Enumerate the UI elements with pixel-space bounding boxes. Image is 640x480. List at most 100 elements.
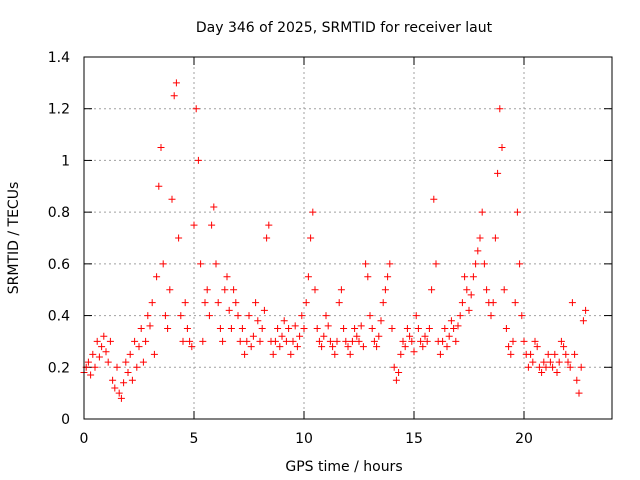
y-tick-label: 0 xyxy=(61,412,70,428)
data-point xyxy=(311,286,319,294)
data-point xyxy=(507,350,515,358)
data-point xyxy=(309,208,317,216)
data-point xyxy=(296,332,304,340)
data-point xyxy=(280,317,288,325)
data-point xyxy=(106,337,114,345)
data-point xyxy=(355,337,363,345)
data-point xyxy=(467,291,475,299)
data-point xyxy=(91,363,99,371)
data-point xyxy=(197,260,205,268)
data-point xyxy=(324,322,332,330)
plot-frame xyxy=(83,56,613,420)
data-point xyxy=(364,273,372,281)
data-point xyxy=(232,299,240,307)
data-point xyxy=(392,376,400,384)
data-point xyxy=(230,286,238,294)
data-point xyxy=(384,273,392,281)
data-point xyxy=(335,299,343,307)
data-point xyxy=(450,325,458,332)
data-point xyxy=(520,337,528,345)
data-point xyxy=(483,286,491,294)
data-point xyxy=(315,337,323,345)
data-point xyxy=(553,368,561,376)
data-point xyxy=(399,337,407,345)
data-point xyxy=(351,325,359,332)
data-point xyxy=(117,394,125,402)
data-point xyxy=(111,384,119,392)
data-point xyxy=(480,260,488,268)
data-point xyxy=(436,350,444,358)
data-point xyxy=(249,332,257,340)
data-point xyxy=(214,299,222,307)
data-point xyxy=(502,325,510,332)
data-point xyxy=(133,363,141,371)
data-point xyxy=(139,358,147,366)
data-point xyxy=(247,343,255,351)
data-point xyxy=(540,358,548,366)
data-point xyxy=(458,299,466,307)
data-point xyxy=(208,221,216,229)
y-axis-label: SRMTID / TECUs xyxy=(6,182,22,295)
data-point xyxy=(544,350,552,358)
data-point xyxy=(172,79,180,87)
data-point xyxy=(531,337,539,345)
data-point xyxy=(403,325,411,332)
data-point xyxy=(527,350,535,358)
data-point xyxy=(577,363,585,371)
data-points xyxy=(80,79,590,402)
data-point xyxy=(395,368,403,376)
data-point xyxy=(126,350,134,358)
data-point xyxy=(535,363,543,371)
data-point xyxy=(441,325,449,332)
data-point xyxy=(439,337,447,345)
data-point xyxy=(329,343,337,351)
data-point xyxy=(135,343,143,351)
data-point xyxy=(348,337,356,345)
data-point xyxy=(513,208,521,216)
data-point xyxy=(421,332,429,340)
data-point xyxy=(333,337,341,345)
data-point xyxy=(109,376,117,384)
data-point xyxy=(542,363,550,371)
data-point xyxy=(128,376,136,384)
data-point xyxy=(344,343,352,351)
x-axis-label: GPS time / hours xyxy=(285,459,402,475)
data-point xyxy=(533,343,541,351)
data-point xyxy=(188,343,196,351)
data-point xyxy=(179,337,187,345)
data-point xyxy=(153,273,161,281)
data-point xyxy=(524,363,532,371)
data-point xyxy=(100,332,108,340)
data-point xyxy=(183,325,191,332)
y-tick-label: 0.4 xyxy=(48,309,70,325)
data-point xyxy=(98,343,106,351)
data-point xyxy=(223,273,231,281)
data-point xyxy=(566,363,574,371)
data-point xyxy=(511,299,519,307)
data-point xyxy=(265,221,273,229)
data-point xyxy=(307,234,315,242)
data-point xyxy=(368,325,376,332)
x-tick-label: 20 xyxy=(515,431,533,447)
data-point xyxy=(551,350,559,358)
data-point xyxy=(478,208,486,216)
x-tick-label: 5 xyxy=(190,431,199,447)
data-point xyxy=(546,358,554,366)
data-point xyxy=(87,371,95,379)
data-point xyxy=(489,299,497,307)
data-point xyxy=(432,260,440,268)
data-point xyxy=(221,286,229,294)
data-point xyxy=(95,353,103,361)
data-point xyxy=(293,343,301,351)
data-point xyxy=(408,337,416,345)
data-point xyxy=(469,273,477,281)
chart-title: Day 346 of 2025, SRMTID for receiver lau… xyxy=(196,20,493,36)
data-point xyxy=(401,343,409,351)
data-point xyxy=(397,350,405,358)
data-point xyxy=(366,312,374,320)
data-point xyxy=(318,343,326,351)
data-point xyxy=(298,312,306,320)
data-point xyxy=(340,325,348,332)
y-tick-label: 1 xyxy=(61,153,70,169)
